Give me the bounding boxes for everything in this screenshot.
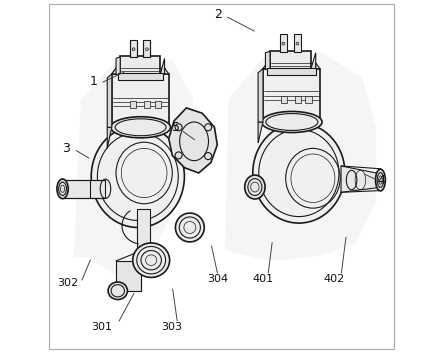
Bar: [294, 34, 301, 52]
Polygon shape: [341, 166, 383, 192]
Ellipse shape: [108, 282, 128, 300]
Ellipse shape: [146, 48, 148, 50]
Bar: [155, 101, 161, 108]
Polygon shape: [258, 122, 263, 143]
Ellipse shape: [175, 152, 182, 159]
Bar: [118, 73, 163, 80]
Ellipse shape: [111, 117, 171, 138]
Polygon shape: [116, 57, 120, 74]
Ellipse shape: [175, 124, 182, 131]
Ellipse shape: [132, 48, 135, 50]
Text: 303: 303: [161, 322, 182, 332]
Polygon shape: [107, 127, 112, 148]
Text: 304: 304: [207, 274, 229, 284]
Text: 401: 401: [253, 274, 274, 284]
Bar: [120, 56, 160, 74]
Polygon shape: [169, 108, 217, 173]
Polygon shape: [112, 68, 164, 74]
Ellipse shape: [91, 126, 184, 227]
Polygon shape: [74, 60, 194, 275]
Bar: [130, 40, 137, 57]
Polygon shape: [263, 63, 316, 68]
Bar: [112, 74, 169, 127]
Polygon shape: [160, 58, 164, 74]
Ellipse shape: [282, 42, 285, 45]
Text: 301: 301: [91, 322, 113, 332]
Bar: [267, 68, 316, 75]
Polygon shape: [311, 53, 316, 69]
Bar: [62, 180, 105, 198]
Polygon shape: [265, 51, 270, 69]
Bar: [270, 51, 311, 69]
Ellipse shape: [296, 42, 299, 45]
Bar: [280, 96, 287, 103]
Ellipse shape: [205, 124, 212, 131]
Ellipse shape: [261, 112, 322, 132]
Bar: [263, 68, 320, 122]
Ellipse shape: [175, 213, 204, 242]
Bar: [137, 209, 151, 251]
Bar: [280, 34, 287, 52]
Bar: [305, 96, 311, 103]
Bar: [144, 101, 151, 108]
Polygon shape: [107, 74, 112, 127]
Text: 3: 3: [62, 142, 70, 155]
Bar: [116, 261, 140, 291]
Text: 302: 302: [57, 278, 78, 288]
Text: 402: 402: [323, 274, 345, 284]
Ellipse shape: [133, 243, 170, 277]
Bar: [144, 40, 151, 57]
Bar: [130, 101, 136, 108]
Text: 4: 4: [377, 174, 385, 186]
Ellipse shape: [376, 169, 385, 191]
Ellipse shape: [205, 152, 212, 160]
Text: 5: 5: [172, 121, 180, 134]
Bar: [295, 96, 301, 103]
Ellipse shape: [253, 123, 345, 223]
Text: 1: 1: [89, 75, 97, 88]
Ellipse shape: [245, 175, 265, 199]
Polygon shape: [225, 53, 376, 261]
Polygon shape: [258, 68, 263, 122]
Ellipse shape: [57, 179, 68, 199]
Text: 2: 2: [214, 7, 222, 20]
